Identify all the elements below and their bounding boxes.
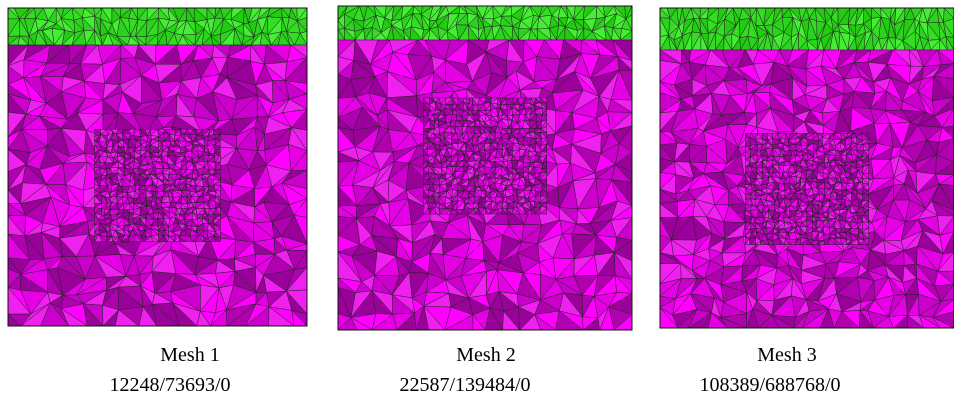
panel-label: Mesh 1: [160, 344, 219, 366]
meshes: [8, 6, 954, 330]
page: Mesh 1 12248/73693/0 Mesh 2 22587/139484…: [0, 0, 954, 401]
figure: Mesh 1 12248/73693/0 Mesh 2 22587/139484…: [0, 0, 954, 401]
panel-stats: 108389/688768/0: [699, 374, 840, 396]
panel-stats: 12248/73693/0: [109, 374, 230, 396]
panel-label: Mesh 2: [456, 344, 515, 366]
panel-stats: 22587/139484/0: [399, 374, 530, 396]
panel-label: Mesh 3: [757, 344, 816, 366]
